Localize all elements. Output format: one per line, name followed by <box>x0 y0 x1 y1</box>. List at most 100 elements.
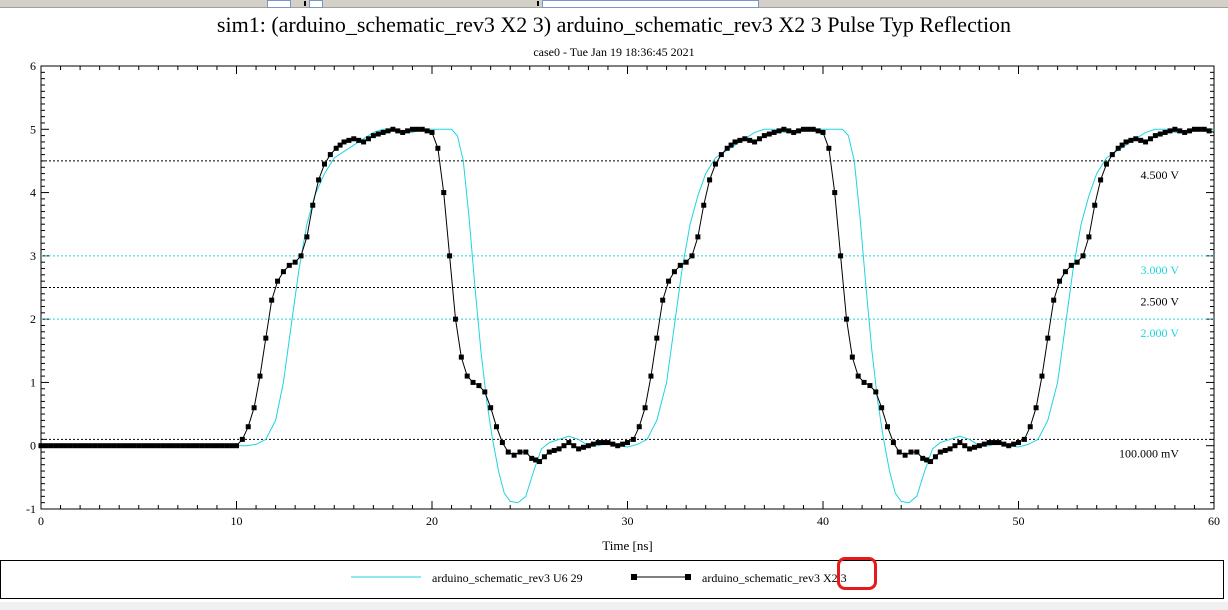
series-marker <box>581 444 587 450</box>
series-marker <box>1152 133 1158 139</box>
y-tick-label: -1 <box>26 502 36 516</box>
series-marker <box>180 443 186 449</box>
series-line-1 <box>41 128 1215 463</box>
series-marker <box>316 177 322 183</box>
series-marker <box>615 443 621 449</box>
series-marker <box>494 424 500 430</box>
series-marker <box>776 128 782 134</box>
series-marker <box>111 443 117 449</box>
series-marker <box>712 161 718 167</box>
series-marker <box>920 455 926 461</box>
series-marker <box>333 145 339 151</box>
series-marker <box>269 297 275 303</box>
series-marker <box>605 440 611 446</box>
series-marker <box>429 129 435 135</box>
series-marker <box>1045 335 1051 341</box>
series-marker <box>952 443 958 449</box>
series-marker <box>370 133 376 139</box>
legend: arduino_schematic_rev3 U6 29 arduino_sch… <box>0 560 1224 599</box>
window-bottom-edge <box>0 602 1228 610</box>
threshold-label: 2.000 V <box>1141 326 1180 340</box>
series-marker <box>476 383 482 389</box>
series-marker <box>648 373 654 379</box>
series-marker <box>419 126 425 132</box>
series-marker <box>826 145 832 151</box>
series-marker <box>666 278 672 284</box>
series-marker <box>732 139 738 145</box>
series-marker <box>517 449 523 455</box>
series-marker <box>1062 269 1068 275</box>
toolbar-field[interactable] <box>542 0 759 8</box>
toolbar-button[interactable] <box>267 0 291 8</box>
series-marker <box>251 405 257 411</box>
series-marker <box>1051 297 1057 303</box>
series-marker <box>660 297 666 303</box>
series-marker <box>576 446 582 452</box>
series-marker <box>537 459 543 465</box>
threshold-label: 100.000 mV <box>1119 446 1179 460</box>
series-marker <box>843 316 849 322</box>
series-marker <box>1157 131 1163 137</box>
series-marker <box>298 253 304 259</box>
series-marker <box>190 443 196 449</box>
series-marker <box>170 443 176 449</box>
series-marker <box>365 136 371 142</box>
series-marker <box>885 424 891 430</box>
series-marker <box>72 443 78 449</box>
series-marker <box>67 443 73 449</box>
series-marker <box>214 443 220 449</box>
series-marker <box>155 443 161 449</box>
series-marker <box>375 131 381 137</box>
series-marker <box>185 443 191 449</box>
series-marker <box>695 234 701 240</box>
chart-subtitle: case0 - Tue Jan 19 18:36:45 2021 <box>533 45 695 59</box>
series-marker <box>937 449 943 455</box>
series-marker <box>600 440 606 446</box>
series-marker <box>209 443 215 449</box>
series-marker <box>914 449 920 455</box>
series-marker <box>766 131 772 137</box>
x-tick-label: 50 <box>1013 514 1025 528</box>
series-marker <box>1092 202 1098 208</box>
series-marker <box>38 443 44 449</box>
series-marker <box>620 441 626 447</box>
series-marker <box>1074 259 1080 265</box>
x-axis-label: Time [ns] <box>602 538 652 553</box>
series-marker <box>791 129 797 135</box>
series-marker <box>280 269 286 275</box>
series-marker <box>1123 139 1129 145</box>
series-marker <box>106 443 112 449</box>
series-marker <box>1115 145 1121 151</box>
series-marker <box>499 440 505 446</box>
series-marker <box>82 443 88 449</box>
series-marker <box>908 449 914 455</box>
x-tick-label: 30 <box>622 514 634 528</box>
series-marker <box>146 443 152 449</box>
series-marker <box>533 457 539 463</box>
series-marker <box>1016 440 1021 446</box>
toolbar-button[interactable] <box>309 0 323 8</box>
series-marker <box>1143 139 1149 145</box>
series-marker <box>204 443 210 449</box>
y-tick-label: 4 <box>30 186 36 200</box>
series-marker <box>654 335 660 341</box>
legend-swatch-u6-29 <box>351 576 421 578</box>
series-marker <box>400 129 406 135</box>
series-marker <box>275 278 281 284</box>
series-marker <box>796 128 802 134</box>
series-marker <box>141 443 147 449</box>
series-marker <box>642 405 648 411</box>
series-marker <box>1033 405 1039 411</box>
series-marker <box>957 440 963 446</box>
series-marker <box>409 126 415 132</box>
series-marker <box>689 253 695 259</box>
series-marker <box>337 142 343 148</box>
series-marker <box>630 436 636 442</box>
series-marker <box>683 259 689 265</box>
series-marker <box>395 128 401 134</box>
series-marker <box>636 424 642 430</box>
series-marker <box>942 447 948 453</box>
series-marker <box>116 443 122 449</box>
series-marker <box>405 128 411 134</box>
series-marker <box>435 145 441 151</box>
